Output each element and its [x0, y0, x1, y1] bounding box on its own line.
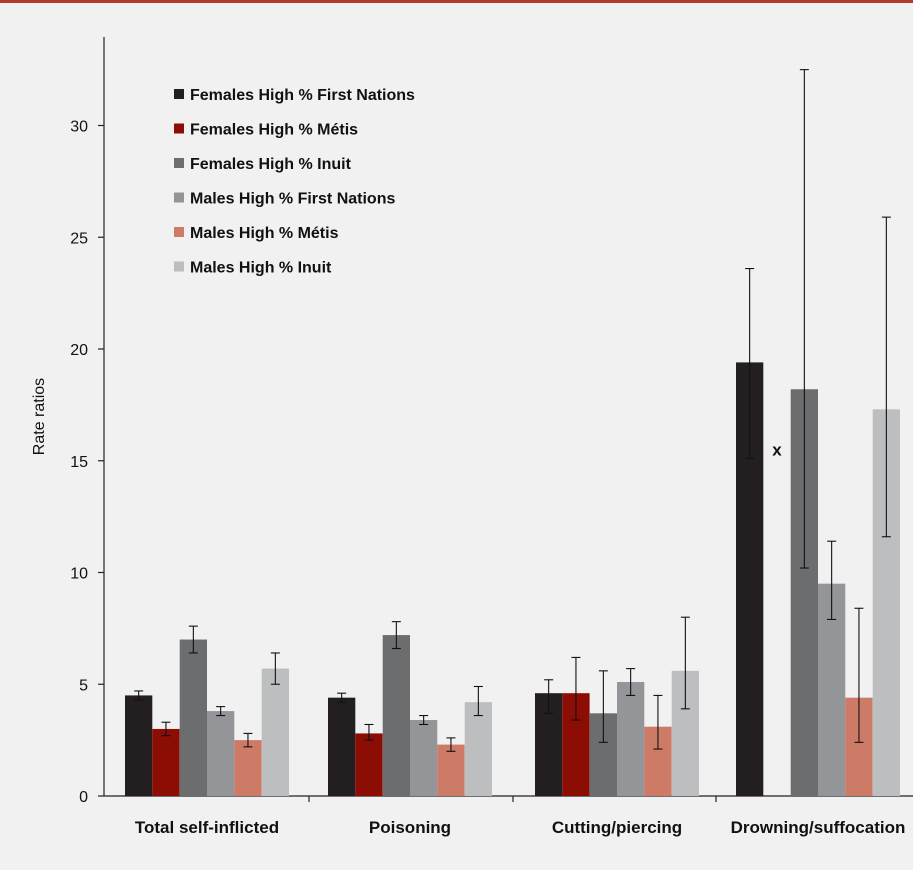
bar: [617, 682, 645, 796]
category-label: Cutting/piercing: [552, 818, 682, 837]
bar: [410, 720, 438, 796]
bar: [464, 702, 492, 796]
y-tick-label: 15: [70, 454, 88, 471]
bar: [261, 668, 289, 796]
category-label: Poisoning: [369, 818, 451, 837]
bar: [207, 711, 235, 796]
category-label: Drowning/suffocation: [731, 818, 906, 837]
y-axis-title: Rate ratios: [31, 378, 48, 455]
legend-swatch: [174, 89, 184, 99]
bar: [437, 744, 465, 796]
y-tick-label: 30: [70, 119, 88, 136]
bar: [152, 728, 180, 796]
bar: [382, 635, 410, 796]
legend-swatch: [174, 192, 184, 203]
y-tick-label: 20: [70, 342, 88, 359]
legend-label: Females High % Inuit: [190, 156, 352, 173]
y-tick-label: 0: [79, 789, 88, 806]
bar: [355, 733, 383, 796]
category-label: Total self-inflicted: [135, 818, 279, 837]
legend-label: Males High % Inuit: [190, 260, 332, 277]
legend-label: Males High % Métis: [190, 225, 339, 242]
legend-swatch: [174, 261, 184, 272]
legend-swatch: [174, 227, 184, 237]
bar: [179, 639, 207, 796]
bar: [125, 695, 153, 796]
top-rule: [0, 0, 913, 3]
y-tick-label: 25: [70, 230, 88, 247]
y-tick-label: 5: [79, 677, 88, 694]
y-tick-label: 10: [70, 566, 88, 583]
legend-label: Females High % First Nations: [190, 87, 415, 104]
legend-swatch: [174, 158, 184, 168]
bar: [328, 697, 356, 796]
bar: [234, 740, 262, 796]
legend-label: Females High % Métis: [190, 122, 358, 139]
legend-swatch: [174, 123, 184, 134]
legend-label: Males High % First Nations: [190, 191, 395, 208]
suppressed-value-marker: x: [772, 441, 782, 460]
